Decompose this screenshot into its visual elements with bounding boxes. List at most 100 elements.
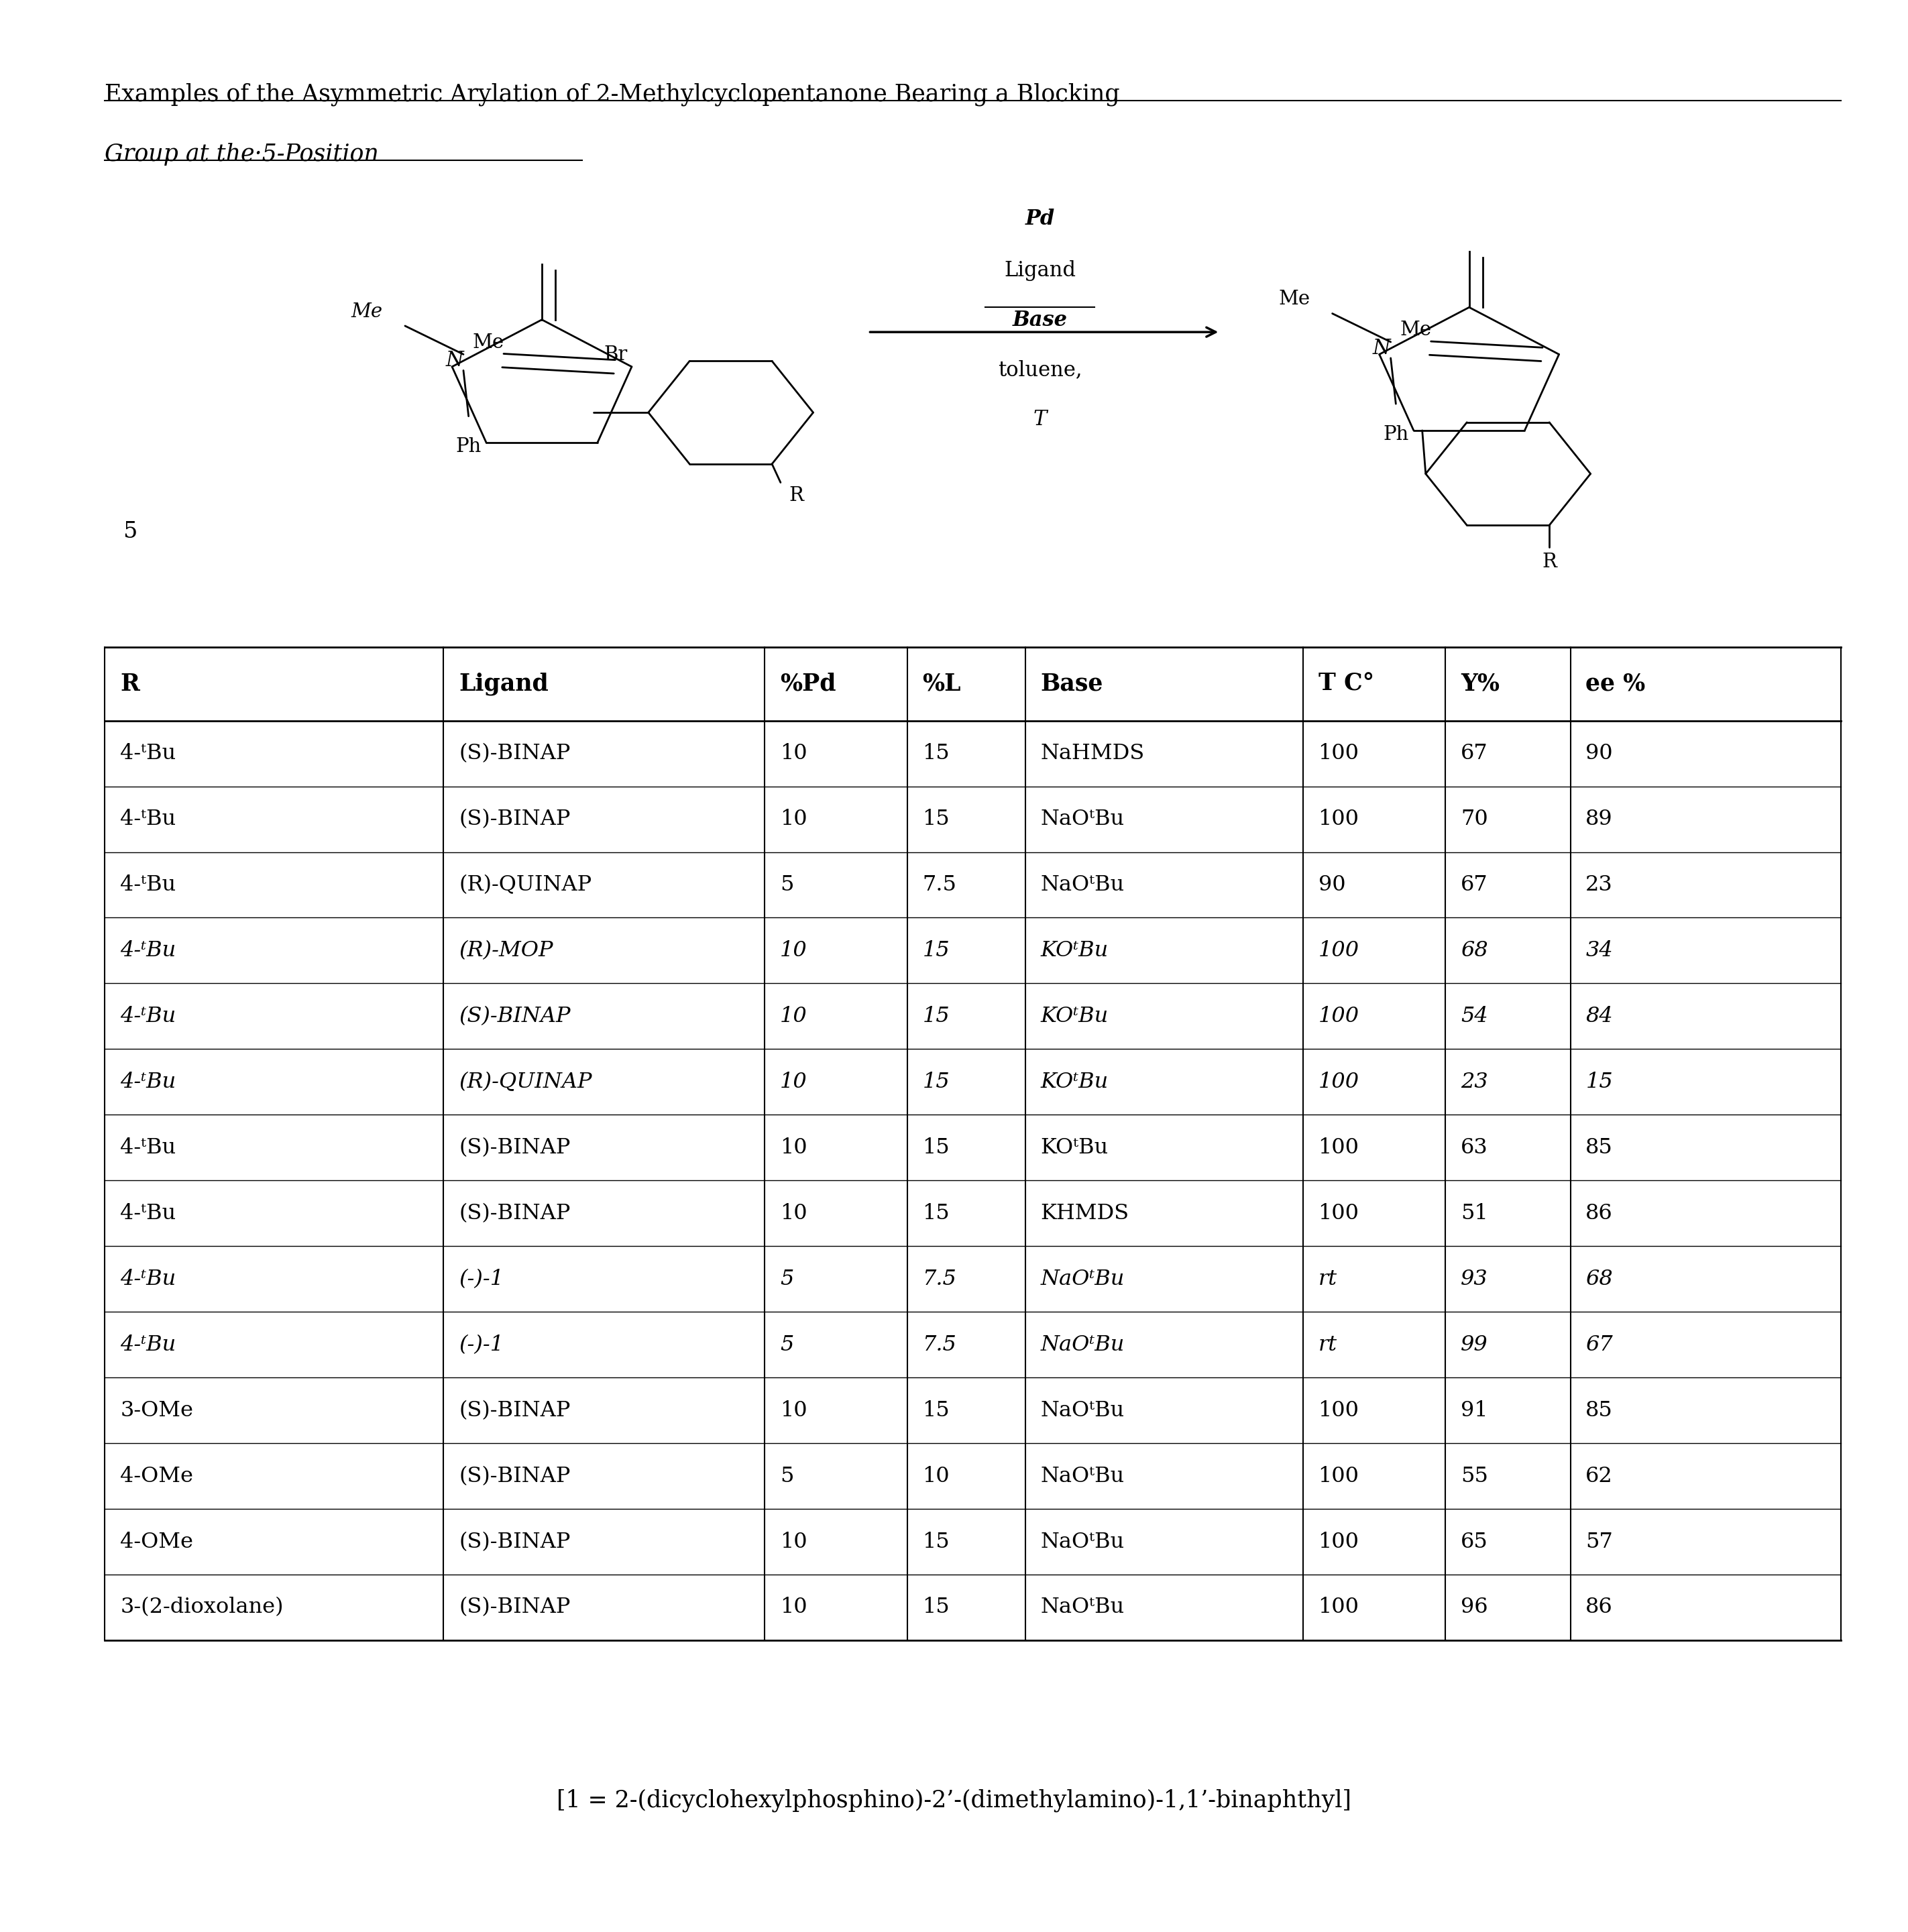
Text: (S)-BINAP: (S)-BINAP xyxy=(458,1532,570,1551)
Text: 63: 63 xyxy=(1462,1138,1488,1157)
Text: 67: 67 xyxy=(1462,744,1488,763)
Text: T C°: T C° xyxy=(1318,672,1374,696)
Text: 3-(2-dioxolane): 3-(2-dioxolane) xyxy=(120,1598,284,1617)
Text: 5: 5 xyxy=(780,1269,794,1289)
Text: 100: 100 xyxy=(1318,1532,1358,1551)
Text: 100: 100 xyxy=(1318,1138,1358,1157)
Text: 10: 10 xyxy=(922,1466,950,1486)
Text: Me: Me xyxy=(1400,321,1431,340)
Text: (S)-BINAP: (S)-BINAP xyxy=(458,1007,570,1026)
Text: Pd: Pd xyxy=(1025,209,1055,230)
Text: 10: 10 xyxy=(780,810,807,829)
Text: toluene,: toluene, xyxy=(998,359,1082,381)
Text: Me: Me xyxy=(473,332,504,352)
Text: KHMDS: KHMDS xyxy=(1040,1204,1130,1223)
Text: 10: 10 xyxy=(780,1401,807,1420)
Text: 99: 99 xyxy=(1462,1335,1488,1354)
Text: 15: 15 xyxy=(922,810,950,829)
Text: 15: 15 xyxy=(922,744,950,763)
Text: 5: 5 xyxy=(780,875,794,895)
Text: (R)-QUINAP: (R)-QUINAP xyxy=(458,1072,591,1092)
Text: 85: 85 xyxy=(1586,1138,1612,1157)
Text: 10: 10 xyxy=(780,1007,807,1026)
Text: NaOᵗBu: NaOᵗBu xyxy=(1040,1335,1124,1354)
Text: 85: 85 xyxy=(1586,1401,1612,1420)
Text: Ligand: Ligand xyxy=(458,672,550,696)
Text: 4-ᵗBu: 4-ᵗBu xyxy=(120,1269,176,1289)
Text: 4-ᵗBu: 4-ᵗBu xyxy=(120,1007,176,1026)
Text: 67: 67 xyxy=(1586,1335,1612,1354)
Text: NaOᵗBu: NaOᵗBu xyxy=(1040,1401,1124,1420)
Text: T: T xyxy=(1032,410,1047,429)
Text: NaOᵗBu: NaOᵗBu xyxy=(1040,1598,1124,1617)
Text: 100: 100 xyxy=(1318,1007,1358,1026)
Text: 10: 10 xyxy=(780,941,807,960)
Text: 100: 100 xyxy=(1318,1598,1358,1617)
Text: 62: 62 xyxy=(1586,1466,1612,1486)
Text: KOᵗBu: KOᵗBu xyxy=(1040,1007,1109,1026)
Text: [1 = 2-(dicyclohexylphosphino)-2’-(dimethylamino)-1,1’-binaphthyl]: [1 = 2-(dicyclohexylphosphino)-2’-(dimet… xyxy=(557,1789,1351,1812)
Text: N: N xyxy=(1372,338,1391,359)
Text: 100: 100 xyxy=(1318,1072,1358,1092)
Text: 10: 10 xyxy=(780,1204,807,1223)
Text: KOᵗBu: KOᵗBu xyxy=(1040,1138,1109,1157)
Text: 4-ᵗBu: 4-ᵗBu xyxy=(120,1335,176,1354)
Text: 15: 15 xyxy=(1586,1072,1612,1092)
Text: 57: 57 xyxy=(1586,1532,1612,1551)
Text: NaOᵗBu: NaOᵗBu xyxy=(1040,1269,1124,1289)
Text: 4-ᵗBu: 4-ᵗBu xyxy=(120,810,176,829)
Text: 100: 100 xyxy=(1318,744,1358,763)
Text: (S)-BINAP: (S)-BINAP xyxy=(458,1138,570,1157)
Text: Br: Br xyxy=(605,346,628,365)
Text: 7.5: 7.5 xyxy=(922,1335,956,1354)
Text: 51: 51 xyxy=(1462,1204,1488,1223)
Text: 4-ᵗBu: 4-ᵗBu xyxy=(120,1072,176,1092)
Text: 100: 100 xyxy=(1318,1204,1358,1223)
Text: 10: 10 xyxy=(780,1532,807,1551)
Text: (R)-QUINAP: (R)-QUINAP xyxy=(458,875,591,895)
Text: KOᵗBu: KOᵗBu xyxy=(1040,1072,1109,1092)
Text: 10: 10 xyxy=(780,1072,807,1092)
Text: 4-ᵗBu: 4-ᵗBu xyxy=(120,1204,176,1223)
Text: 4-ᵗBu: 4-ᵗBu xyxy=(120,1138,176,1157)
Text: KOᵗBu: KOᵗBu xyxy=(1040,941,1109,960)
Text: NaOᵗBu: NaOᵗBu xyxy=(1040,1532,1124,1551)
Text: 68: 68 xyxy=(1586,1269,1612,1289)
Text: (-)-1: (-)-1 xyxy=(458,1335,504,1354)
Text: 15: 15 xyxy=(922,1204,950,1223)
Text: Me: Me xyxy=(1278,290,1311,309)
Text: 15: 15 xyxy=(922,1401,950,1420)
Text: 23: 23 xyxy=(1586,875,1612,895)
Text: R: R xyxy=(790,487,803,504)
Text: Examples of the Asymmetric Arylation of 2-Methylcyclopentanone Bearing a Blockin: Examples of the Asymmetric Arylation of … xyxy=(105,83,1120,106)
Text: 15: 15 xyxy=(922,1532,950,1551)
Text: 4-ᵗBu: 4-ᵗBu xyxy=(120,875,176,895)
Text: 86: 86 xyxy=(1586,1204,1612,1223)
Text: R: R xyxy=(1542,553,1557,572)
Text: 15: 15 xyxy=(922,941,950,960)
Text: NaOᵗBu: NaOᵗBu xyxy=(1040,1466,1124,1486)
Text: 5: 5 xyxy=(780,1466,794,1486)
Text: 7.5: 7.5 xyxy=(922,1269,956,1289)
Text: Group at the·5-Position: Group at the·5-Position xyxy=(105,143,380,166)
Text: %L: %L xyxy=(922,672,962,696)
Text: 86: 86 xyxy=(1586,1598,1612,1617)
Text: 55: 55 xyxy=(1462,1466,1488,1486)
Text: 15: 15 xyxy=(922,1598,950,1617)
Text: 34: 34 xyxy=(1586,941,1612,960)
Text: (S)-BINAP: (S)-BINAP xyxy=(458,1466,570,1486)
Text: 10: 10 xyxy=(780,744,807,763)
Text: NaOᵗBu: NaOᵗBu xyxy=(1040,810,1124,829)
Text: N: N xyxy=(445,350,464,371)
Text: 65: 65 xyxy=(1462,1532,1488,1551)
Text: 91: 91 xyxy=(1462,1401,1488,1420)
Text: (S)-BINAP: (S)-BINAP xyxy=(458,1401,570,1420)
Text: (R)-MOP: (R)-MOP xyxy=(458,941,553,960)
Text: Me: Me xyxy=(351,301,384,321)
Text: 100: 100 xyxy=(1318,1401,1358,1420)
Text: 3-OMe: 3-OMe xyxy=(120,1401,193,1420)
Text: 90: 90 xyxy=(1586,744,1612,763)
Text: 15: 15 xyxy=(922,1138,950,1157)
Text: 15: 15 xyxy=(922,1007,950,1026)
Text: (S)-BINAP: (S)-BINAP xyxy=(458,1598,570,1617)
